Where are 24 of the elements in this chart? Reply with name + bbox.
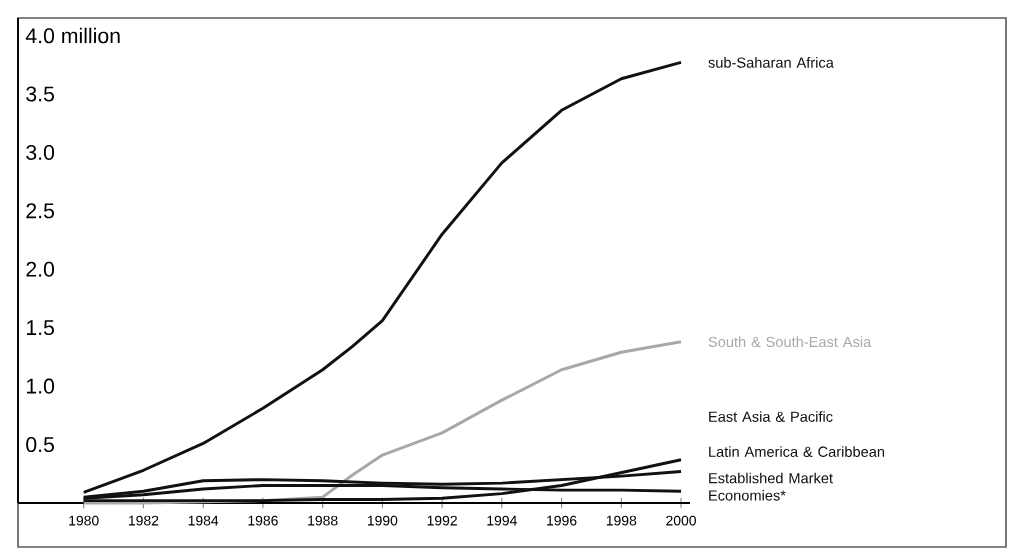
x-tick-label: 1982 [128, 515, 159, 526]
y-tick-label: 2.0 [26, 261, 55, 277]
x-tick-label: 2000 [666, 515, 697, 526]
y-tick-label: 3.5 [26, 86, 54, 102]
y-tick-label: 4.0 million [25, 27, 120, 44]
y-tick-label: 0.5 [26, 437, 54, 453]
y-tick-label: 2.5 [26, 203, 54, 219]
x-tick-label: 1988 [308, 515, 338, 526]
x-tick-label: 1984 [188, 515, 219, 526]
x-tick-label: 1998 [606, 515, 637, 526]
x-tick-label: 1992 [427, 515, 457, 526]
y-tick-label: 1.0 [26, 378, 55, 394]
y-tick-label: 1.5 [26, 320, 54, 336]
text: Latin America & Caribbean [709, 446, 885, 457]
x-tick-label: 1990 [367, 515, 398, 526]
x-tick-label: 1994 [487, 515, 517, 526]
text: East Asia & Pacific [709, 411, 833, 422]
series-label: Established Market Economies* [709, 472, 833, 501]
series-label: sub-Saharan Africa [708, 57, 834, 68]
x-tick-label: 1986 [248, 515, 278, 526]
x-tick-label: 1980 [69, 515, 99, 526]
series-label: South & South-East Asia [708, 336, 872, 348]
y-tick-label: 3.0 [26, 144, 55, 160]
x-tick-label: 1996 [547, 515, 577, 526]
